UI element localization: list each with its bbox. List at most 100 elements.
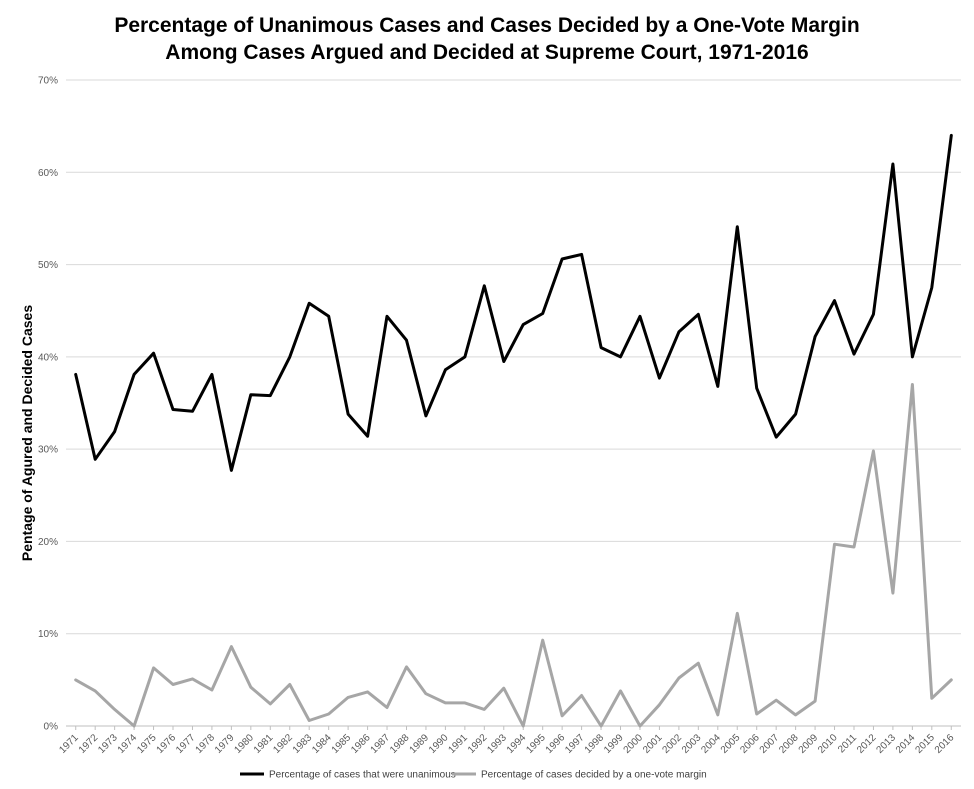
data-point-one-vote-margin: [347, 696, 350, 699]
data-point-unanimous: [269, 394, 272, 397]
y-tick-label: 60%: [38, 168, 58, 179]
x-tick-label: 1987: [369, 732, 393, 756]
x-tick-label: 1971: [57, 732, 81, 756]
data-point-unanimous: [775, 436, 778, 439]
x-tick-label: 2004: [699, 732, 723, 756]
x-tick-label: 2009: [797, 732, 821, 756]
x-tick-label: 2011: [836, 732, 859, 755]
chart-title-line-1: Percentage of Unanimous Cases and Cases …: [114, 14, 860, 37]
x-tick-label: 2014: [894, 732, 918, 756]
x-tick-label: 1974: [116, 732, 140, 756]
data-point-one-vote-margin: [677, 677, 680, 680]
data-point-unanimous: [522, 323, 525, 326]
data-point-unanimous: [230, 469, 233, 472]
data-point-unanimous: [580, 253, 583, 256]
data-point-one-vote-margin: [133, 725, 136, 728]
data-point-one-vote-margin: [872, 449, 875, 452]
data-point-one-vote-margin: [814, 700, 817, 703]
x-axis-ticks: 1971197219731974197519761977197819791980…: [57, 726, 957, 756]
x-tick-label: 1985: [330, 732, 354, 756]
x-tick-label: 1982: [271, 732, 295, 756]
x-tick-label: 1990: [427, 732, 451, 756]
data-point-unanimous: [386, 315, 389, 318]
data-point-one-vote-margin: [716, 713, 719, 716]
data-point-one-vote-margin: [191, 677, 194, 680]
data-point-unanimous: [133, 373, 136, 376]
data-point-one-vote-margin: [386, 706, 389, 709]
x-tick-label: 2007: [758, 732, 782, 756]
data-point-one-vote-margin: [561, 714, 564, 717]
data-point-one-vote-margin: [600, 725, 603, 728]
data-point-unanimous: [872, 313, 875, 316]
series-line-unanimous: [74, 133, 953, 472]
x-tick-label: 1999: [602, 732, 626, 756]
x-tick-label: 2002: [660, 732, 684, 756]
data-point-one-vote-margin: [113, 708, 116, 711]
x-tick-label: 2006: [738, 732, 762, 756]
data-point-one-vote-margin: [794, 713, 797, 716]
data-point-unanimous: [736, 225, 739, 228]
legend-label-one-vote-margin: Percentage of cases decided by a one-vot…: [481, 770, 707, 781]
data-point-one-vote-margin: [152, 666, 155, 669]
data-point-unanimous: [463, 355, 466, 358]
y-tick-label: 70%: [38, 76, 58, 87]
x-tick-label: 2012: [855, 732, 879, 756]
data-point-unanimous: [444, 368, 447, 371]
x-tick-label: 1994: [505, 732, 529, 756]
x-tick-label: 1977: [174, 732, 198, 756]
data-point-unanimous: [288, 355, 291, 358]
data-point-one-vote-margin: [308, 719, 311, 722]
x-tick-label: 1972: [77, 732, 101, 756]
data-point-one-vote-margin: [424, 692, 427, 695]
data-point-one-vote-margin: [502, 687, 505, 690]
data-point-one-vote-margin: [463, 701, 466, 704]
data-point-unanimous: [327, 315, 330, 318]
data-point-unanimous: [638, 315, 641, 318]
data-point-one-vote-margin: [658, 703, 661, 706]
x-tick-label: 2016: [933, 732, 957, 756]
data-point-one-vote-margin: [950, 678, 953, 681]
data-point-one-vote-margin: [638, 725, 641, 728]
data-point-one-vote-margin: [94, 689, 97, 692]
x-tick-label: 1979: [213, 732, 237, 756]
data-point-unanimous: [677, 330, 680, 333]
data-point-one-vote-margin: [736, 612, 739, 615]
y-tick-label: 0%: [44, 722, 59, 733]
data-point-unanimous: [308, 302, 311, 305]
data-point-unanimous: [658, 377, 661, 380]
data-point-unanimous: [405, 339, 408, 342]
data-point-one-vote-margin: [852, 545, 855, 548]
series-unanimous: [74, 133, 953, 472]
data-point-one-vote-margin: [405, 665, 408, 668]
data-point-unanimous: [191, 410, 194, 413]
data-point-one-vote-margin: [444, 701, 447, 704]
x-tick-label: 1980: [232, 732, 256, 756]
data-point-one-vote-margin: [775, 699, 778, 702]
data-point-one-vote-margin: [483, 708, 486, 711]
data-point-one-vote-margin: [891, 592, 894, 595]
y-axis-ticks: 0% 10% 20% 30% 40% 50% 60% 70%: [38, 76, 58, 733]
chart-title-line-2: Among Cases Argued and Decided at Suprem…: [165, 41, 809, 64]
x-tick-label: 1986: [349, 732, 373, 756]
data-point-unanimous: [94, 458, 97, 461]
data-point-unanimous: [424, 414, 427, 417]
data-point-one-vote-margin: [541, 639, 544, 642]
data-point-one-vote-margin: [288, 683, 291, 686]
x-tick-label: 2010: [816, 732, 840, 756]
data-point-unanimous: [74, 373, 77, 376]
x-tick-label: 2008: [777, 732, 801, 756]
data-point-unanimous: [113, 430, 116, 433]
x-tick-label: 1983: [291, 732, 315, 756]
x-tick-label: 1989: [408, 732, 432, 756]
data-point-unanimous: [950, 134, 953, 137]
data-point-one-vote-margin: [522, 725, 525, 728]
data-point-one-vote-margin: [755, 713, 758, 716]
data-point-one-vote-margin: [697, 662, 700, 665]
x-tick-label: 1978: [194, 732, 218, 756]
data-point-one-vote-margin: [74, 678, 77, 681]
y-tick-label: 30%: [38, 445, 58, 456]
x-tick-label: 1998: [583, 732, 607, 756]
data-point-one-vote-margin: [172, 683, 175, 686]
legend: Percentage of cases that were unanimous P…: [240, 770, 707, 781]
